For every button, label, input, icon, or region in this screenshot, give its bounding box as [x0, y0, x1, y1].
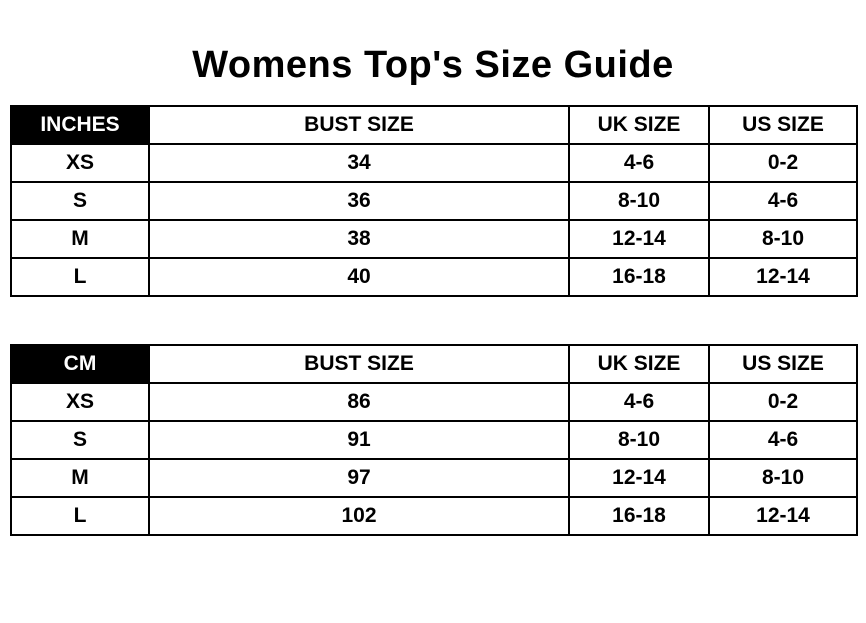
bust-cell: 97 — [148, 458, 570, 498]
size-label-cell: XS — [10, 382, 150, 422]
uk-size-cell: 12-14 — [568, 219, 710, 259]
uk-size-cell: 8-10 — [568, 181, 710, 221]
table-row: S 36 8-10 4-6 — [10, 181, 858, 221]
us-size-cell: 12-14 — [708, 257, 858, 297]
uk-size-cell: 4-6 — [568, 382, 710, 422]
unit-header-cell: CM — [10, 344, 150, 384]
uk-size-cell: 4-6 — [568, 143, 710, 183]
size-table-cm: CM BUST SIZE UK SIZE US SIZE XS 86 4-6 0… — [10, 344, 858, 536]
header-row: INCHES BUST SIZE UK SIZE US SIZE — [10, 105, 858, 145]
table-row: XS 86 4-6 0-2 — [10, 382, 858, 422]
table-row: M 38 12-14 8-10 — [10, 219, 858, 259]
column-header-uk: UK SIZE — [568, 105, 710, 145]
table-row: S 91 8-10 4-6 — [10, 420, 858, 460]
bust-cell: 36 — [148, 181, 570, 221]
unit-header-cell: INCHES — [10, 105, 150, 145]
bust-cell: 102 — [148, 496, 570, 536]
size-table-inches: INCHES BUST SIZE UK SIZE US SIZE XS 34 4… — [10, 105, 858, 297]
us-size-cell: 4-6 — [708, 181, 858, 221]
bust-cell: 86 — [148, 382, 570, 422]
us-size-cell: 0-2 — [708, 382, 858, 422]
page-title: Womens Top's Size Guide — [192, 44, 674, 86]
uk-size-cell: 16-18 — [568, 496, 710, 536]
uk-size-cell: 8-10 — [568, 420, 710, 460]
column-header-bust: BUST SIZE — [148, 344, 570, 384]
size-label-cell: L — [10, 257, 150, 297]
bust-cell: 91 — [148, 420, 570, 460]
column-header-uk: UK SIZE — [568, 344, 710, 384]
bust-cell: 38 — [148, 219, 570, 259]
size-guide-page: Womens Top's Size Guide INCHES BUST SIZE… — [0, 46, 866, 623]
size-label-cell: S — [10, 181, 150, 221]
uk-size-cell: 16-18 — [568, 257, 710, 297]
column-header-us: US SIZE — [708, 344, 858, 384]
size-label-cell: L — [10, 496, 150, 536]
uk-size-cell: 12-14 — [568, 458, 710, 498]
size-label-cell: XS — [10, 143, 150, 183]
us-size-cell: 0-2 — [708, 143, 858, 183]
us-size-cell: 12-14 — [708, 496, 858, 536]
bust-cell: 34 — [148, 143, 570, 183]
table-row: L 40 16-18 12-14 — [10, 257, 858, 297]
header-row: CM BUST SIZE UK SIZE US SIZE — [10, 344, 858, 384]
us-size-cell: 8-10 — [708, 458, 858, 498]
size-label-cell: M — [10, 219, 150, 259]
table-row: XS 34 4-6 0-2 — [10, 143, 858, 183]
size-label-cell: M — [10, 458, 150, 498]
size-label-cell: S — [10, 420, 150, 460]
column-header-bust: BUST SIZE — [148, 105, 570, 145]
bust-cell: 40 — [148, 257, 570, 297]
column-header-us: US SIZE — [708, 105, 858, 145]
us-size-cell: 8-10 — [708, 219, 858, 259]
us-size-cell: 4-6 — [708, 420, 858, 460]
table-row: L 102 16-18 12-14 — [10, 496, 858, 536]
table-row: M 97 12-14 8-10 — [10, 458, 858, 498]
